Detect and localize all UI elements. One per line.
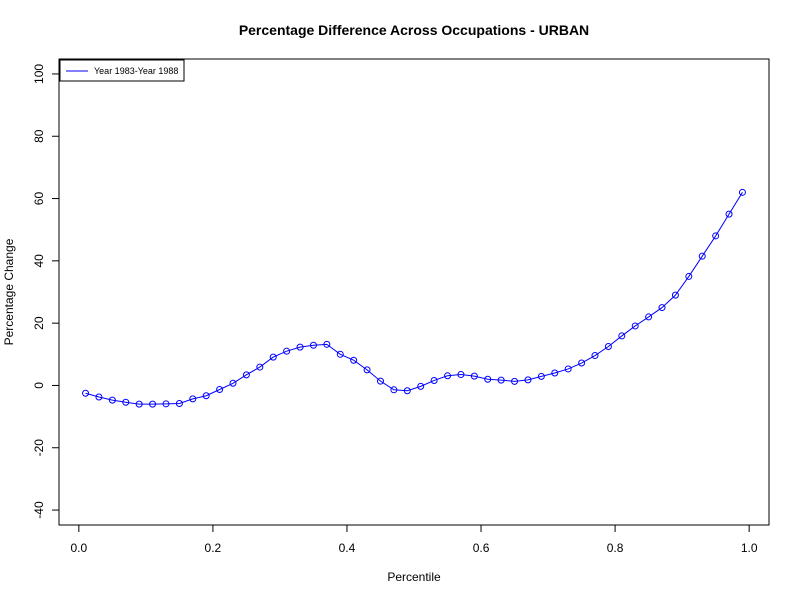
data-point — [725, 210, 733, 218]
data-point — [497, 376, 505, 384]
data-point — [578, 359, 586, 367]
data-point — [135, 400, 143, 408]
data-point — [470, 372, 478, 380]
data-point — [189, 395, 197, 403]
y-tick-label: 40 — [32, 254, 46, 268]
data-point — [658, 304, 666, 312]
data-point — [149, 400, 157, 408]
x-tick-label: 0.0 — [70, 541, 87, 555]
data-point — [564, 365, 572, 373]
x-axis-label: Percentile — [387, 570, 441, 584]
x-tick-label: 0.6 — [473, 541, 490, 555]
data-point — [283, 347, 291, 355]
data-point — [175, 400, 183, 408]
data-point — [484, 375, 492, 383]
data-point — [551, 369, 559, 377]
data-point — [363, 366, 371, 374]
data-point — [631, 322, 639, 330]
data-point — [336, 350, 344, 358]
x-tick-label: 0.8 — [607, 541, 624, 555]
data-point — [511, 377, 519, 385]
data-point — [202, 392, 210, 400]
data-point — [216, 385, 224, 393]
data-point — [122, 398, 130, 406]
data-point — [269, 353, 277, 361]
series-group — [82, 188, 746, 408]
data-point — [390, 386, 398, 394]
data-point — [430, 376, 438, 384]
data-point — [108, 396, 116, 404]
data-point — [350, 356, 358, 364]
data-point — [591, 352, 599, 360]
data-point — [162, 400, 170, 408]
data-point — [417, 382, 425, 390]
data-point — [524, 376, 532, 384]
data-point — [444, 372, 452, 380]
data-point — [95, 393, 103, 401]
y-tick-label: 80 — [32, 129, 46, 143]
x-tick-label: 0.4 — [339, 541, 356, 555]
axes: 0.0 0.2 0.4 0.6 0.8 1.0 -40 -20 0 20 40 60 80 100 — [32, 64, 758, 555]
data-point — [256, 363, 264, 371]
y-tick-label: 0 — [32, 382, 46, 389]
data-point — [242, 371, 250, 379]
data-point — [645, 313, 653, 321]
data-point — [229, 379, 237, 387]
x-tick-label: 1.0 — [741, 541, 758, 555]
data-point — [537, 372, 545, 380]
y-tick-label: 100 — [32, 64, 46, 84]
data-point — [296, 343, 304, 351]
plot-frame — [58, 58, 770, 526]
y-tick-label: -40 — [32, 501, 46, 519]
data-point — [618, 332, 626, 340]
data-point — [604, 343, 612, 351]
chart-title: Percentage Difference Across Occupations… — [239, 22, 589, 38]
data-point — [309, 341, 317, 349]
data-point — [685, 272, 693, 280]
data-point — [82, 389, 90, 397]
y-axis-label: Percentage Change — [2, 238, 16, 345]
data-point — [457, 371, 465, 379]
y-tick-label: -20 — [32, 439, 46, 457]
y-tick-label: 60 — [32, 192, 46, 206]
data-point — [403, 387, 411, 395]
legend: Year 1983-Year 1988 — [59, 59, 185, 82]
x-tick-label: 0.2 — [205, 541, 222, 555]
data-point — [698, 252, 706, 260]
data-point — [738, 188, 746, 196]
legend-box — [59, 59, 185, 82]
data-point — [323, 340, 331, 348]
y-tick-label: 20 — [32, 316, 46, 330]
data-point — [671, 291, 679, 299]
data-point — [376, 377, 384, 385]
data-point — [712, 232, 720, 240]
legend-label: Year 1983-Year 1988 — [94, 66, 178, 76]
series-line — [85, 192, 743, 405]
